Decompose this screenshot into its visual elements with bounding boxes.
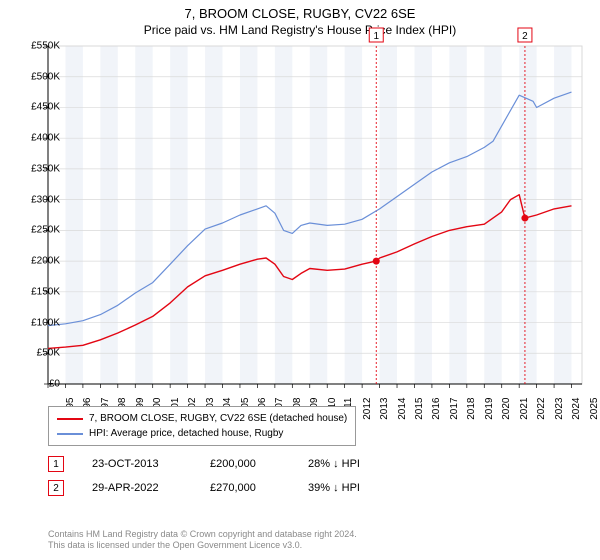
page-title: 7, BROOM CLOSE, RUGBY, CV22 6SE [0, 6, 600, 21]
sale-marker-icon: 1 [48, 456, 64, 472]
x-tick-label: 2017 [449, 398, 460, 420]
x-tick-label: 2016 [431, 398, 442, 420]
sales-table: 1 23-OCT-2013 £200,000 28% ↓ HPI 2 29-AP… [48, 452, 360, 500]
copyright-line: Contains HM Land Registry data © Crown c… [48, 529, 357, 541]
page-subtitle: Price paid vs. HM Land Registry's House … [0, 23, 600, 37]
legend-item: 7, BROOM CLOSE, RUGBY, CV22 6SE (detache… [57, 411, 347, 426]
legend-label: HPI: Average price, detached house, Rugb… [89, 426, 283, 441]
legend-swatch [57, 418, 83, 420]
x-tick-label: 2015 [414, 398, 425, 420]
x-tick-label: 2023 [553, 398, 564, 420]
legend-item: HPI: Average price, detached house, Rugb… [57, 426, 347, 441]
x-tick-label: 2021 [518, 398, 529, 420]
x-tick-label: 2018 [466, 398, 477, 420]
x-tick-label: 2025 [588, 398, 599, 420]
y-tick-label: £200K [31, 256, 60, 267]
y-tick-label: £50K [37, 348, 60, 359]
svg-text:2: 2 [522, 31, 528, 42]
svg-text:1: 1 [373, 31, 379, 42]
sale-delta: 28% ↓ HPI [308, 458, 360, 470]
sale-row: 2 29-APR-2022 £270,000 39% ↓ HPI [48, 476, 360, 500]
legend-label: 7, BROOM CLOSE, RUGBY, CV22 6SE (detache… [89, 411, 347, 426]
legend: 7, BROOM CLOSE, RUGBY, CV22 6SE (detache… [48, 406, 356, 446]
y-tick-label: £400K [31, 133, 60, 144]
y-tick-label: £450K [31, 102, 60, 113]
x-tick-label: 2019 [484, 398, 495, 420]
y-tick-label: £100K [31, 317, 60, 328]
x-tick-label: 2024 [571, 398, 582, 420]
sale-delta: 39% ↓ HPI [308, 482, 360, 494]
sale-price: £270,000 [210, 482, 280, 494]
y-tick-label: £0 [49, 379, 60, 390]
title-block: 7, BROOM CLOSE, RUGBY, CV22 6SE Price pa… [0, 0, 600, 37]
sale-date: 23-OCT-2013 [92, 458, 182, 470]
x-tick-label: 2014 [396, 398, 407, 420]
y-tick-label: £250K [31, 225, 60, 236]
chart: 12 [48, 46, 582, 384]
sale-row: 1 23-OCT-2013 £200,000 28% ↓ HPI [48, 452, 360, 476]
y-tick-label: £500K [31, 71, 60, 82]
sale-date: 29-APR-2022 [92, 482, 182, 494]
x-tick-label: 2022 [536, 398, 547, 420]
legend-swatch [57, 433, 83, 435]
sale-price: £200,000 [210, 458, 280, 470]
x-tick-label: 2020 [501, 398, 512, 420]
x-tick-label: 2012 [361, 398, 372, 420]
y-tick-label: £150K [31, 286, 60, 297]
y-tick-label: £300K [31, 194, 60, 205]
x-tick-label: 2013 [379, 398, 390, 420]
y-tick-label: £350K [31, 163, 60, 174]
copyright: Contains HM Land Registry data © Crown c… [48, 529, 357, 552]
y-tick-label: £550K [31, 41, 60, 52]
chart-svg: 12 [48, 46, 582, 384]
sale-marker-icon: 2 [48, 480, 64, 496]
copyright-line: This data is licensed under the Open Gov… [48, 540, 357, 552]
